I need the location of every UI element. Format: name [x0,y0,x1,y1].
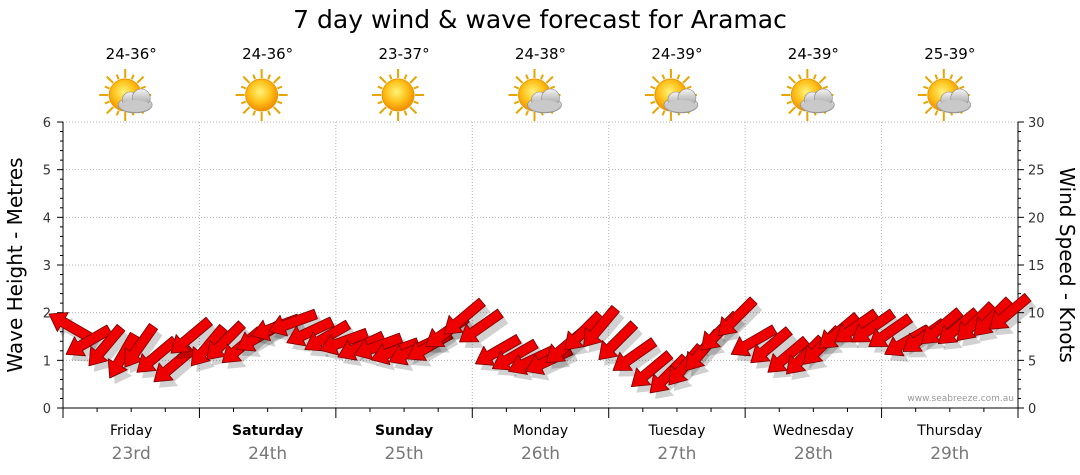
right-axis-label: Wind Speed - Knots [1055,167,1079,363]
x-axis-ticks [62,408,1019,418]
left-tick-label: 3 [43,259,51,274]
day-date: 25th [385,444,424,464]
left-tick-label: 6 [43,116,51,131]
day-date: 27th [657,444,696,464]
day-column: 24-38° Monday 26th [508,45,568,464]
left-axis-ticks: 0 1 2 3 4 5 6 [43,116,63,417]
day-date: 23rd [112,444,151,464]
day-column: 23-37° Sunday 25th [372,45,433,464]
wind-arrow [443,297,491,341]
wind-arrow [170,316,218,360]
left-tick-label: 0 [43,402,51,417]
watermark: www.seabreeze.com.au [907,394,1014,404]
sun-icon [235,69,288,121]
left-axis-label: Wave Height - Metres [3,157,27,372]
day-column: 24-36° Saturday 24th [232,45,303,464]
wind-arrow [88,324,130,372]
wind-arrow [459,308,509,348]
sun-icon [372,69,425,121]
left-tick-label: 1 [43,354,51,369]
day-name: Saturday [232,423,303,439]
day-name: Wednesday [773,423,854,439]
day-date: 29th [930,444,969,464]
temperature-range: 24-36° [242,45,293,63]
day-name: Sunday [375,423,433,439]
day-columns: 24-36° Friday 23rd 24-36° Saturday 24th 23-37°… [99,45,982,464]
day-column: 24-36° Friday 23rd [99,45,157,464]
sun-cloud-icon [644,69,699,121]
temperature-range: 24-39° [788,45,839,63]
day-name: Friday [110,423,152,439]
day-date: 26th [521,444,560,464]
day-column: 25-39° Thursday 29th [916,45,982,464]
wind-arrow [153,345,201,388]
wind-arrow [717,296,763,342]
wind-arrow [598,320,643,366]
wind-arrow [750,326,798,369]
right-axis-ticks: 0 5 10 15 20 25 30 [1018,116,1045,417]
grid [63,121,1018,408]
temperature-range: 24-39° [651,45,702,63]
chart-title: 7 day wind & wave forecast for Aramac [293,5,787,34]
left-tick-label: 4 [43,211,51,226]
wind-arrow [612,337,662,377]
right-tick-label: 25 [1028,164,1045,179]
temperature-range: 24-38° [515,45,566,63]
sun-cloud-icon [781,69,835,121]
day-name: Monday [513,423,568,439]
day-column: 24-39° Tuesday 27th [644,45,705,464]
right-tick-label: 10 [1028,307,1045,322]
left-tick-label: 2 [43,307,51,322]
wind-arrow [868,313,918,353]
right-tick-label: 20 [1028,211,1045,226]
wind-arrow [989,293,1037,336]
day-date: 24th [248,444,287,464]
temperature-range: 23-37° [379,45,430,63]
day-date: 28th [794,444,833,464]
wind-arrow [730,324,782,362]
day-name: Thursday [916,423,982,439]
temperature-range: 25-39° [924,45,975,63]
sun-cloud-icon [508,69,562,121]
day-name: Tuesday [647,423,705,439]
right-tick-label: 30 [1028,116,1045,131]
wind-arrow [583,305,625,353]
wind-arrow [630,350,678,393]
day-column: 24-39° Wednesday 28th [773,45,854,464]
right-tick-label: 0 [1028,402,1036,417]
sun-cloud-icon [917,69,972,121]
wind-series [48,293,1037,399]
right-tick-label: 15 [1028,259,1045,274]
left-tick-label: 5 [43,164,51,179]
sun-cloud-icon [99,69,153,121]
temperature-range: 24-36° [106,45,157,63]
right-tick-label: 5 [1028,354,1036,369]
